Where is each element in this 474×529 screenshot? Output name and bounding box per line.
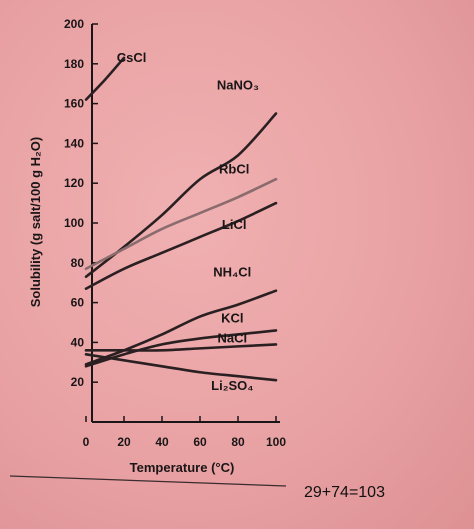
series-line-li2so4 [84,353,278,382]
y-tick-label: 180 [64,57,84,71]
y-tick-label: 60 [71,296,85,310]
y-tick-label: 160 [64,97,84,111]
chart-axes: 20 40 60 80 100 120 140 160 180 200 0 20 40 60 80 100 [64,17,286,449]
y-tick-label: 20 [71,375,85,389]
series-line-nano3 [84,112,278,279]
series-label-nano3: NaNO₃ [217,78,259,93]
y-axis-label: Solubility (g salt/100 g H₂O) [28,137,43,307]
series-label-li2so4: Li₂SO₄ [211,378,253,393]
series-line-nh4cl [84,289,278,366]
answer-underline [9,475,287,487]
x-tick-label: 100 [266,435,286,449]
handwritten-sum: 29+74=103 [304,484,385,501]
series-layer: CsCl NaNO₃ RbCl LiCl NH₄Cl KCl NaCl Li₂SO₄ [84,50,278,393]
x-tick-label: 60 [193,435,207,449]
series-label-rbcl: RbCl [219,161,249,176]
series-line-kcl [84,329,278,368]
y-tick-label: 200 [64,17,84,31]
series-label-nh4cl: NH₄Cl [213,265,251,280]
y-tick-label: 100 [64,216,84,230]
x-tick-label: 20 [117,435,131,449]
x-tick-label: 0 [83,435,90,449]
y-tick-label: 120 [64,176,84,190]
x-tick-label: 80 [231,435,245,449]
y-tick-label: 140 [64,136,84,150]
series-label-licl: LiCl [222,217,247,232]
series-line-nacl [84,343,278,352]
series-line-licl [84,201,278,290]
y-tick-label: 80 [71,256,85,270]
series-line-rbcl [84,177,278,271]
series-label-nacl: NaCl [217,330,247,345]
series-line-cscl [84,56,126,101]
series-label-cscl: CsCl [117,50,147,65]
series-label-kcl: KCl [221,311,243,326]
x-axis-label: Temperature (°C) [130,460,235,475]
y-tick-label: 40 [71,335,85,349]
x-tick-label: 40 [155,435,169,449]
